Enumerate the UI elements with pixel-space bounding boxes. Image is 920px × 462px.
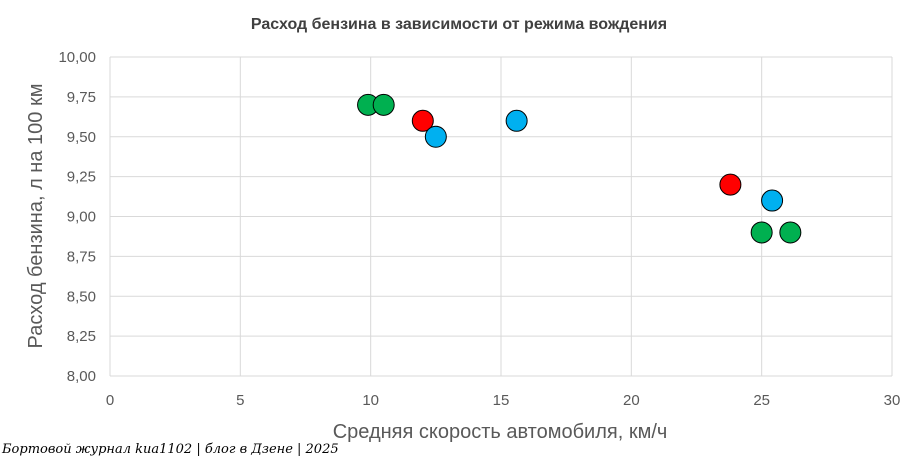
y-tick-label: 8,00 xyxy=(67,368,96,385)
data-point xyxy=(505,109,528,132)
x-tick-label: 0 xyxy=(106,392,114,409)
data-point xyxy=(424,125,447,148)
x-tick-label: 20 xyxy=(623,392,640,409)
y-tick-label: 8,50 xyxy=(67,288,96,305)
data-point xyxy=(719,173,742,196)
y-tick-label: 8,75 xyxy=(67,248,96,265)
x-tick-label: 15 xyxy=(493,392,510,409)
data-point xyxy=(411,109,434,132)
data-point xyxy=(761,189,784,212)
y-tick-label: 9,75 xyxy=(67,89,96,106)
y-tick-label: 8,25 xyxy=(67,328,96,345)
y-axis-ticks: 8,00 8,25 8,50 8,75 9,00 9,25 9,50 9,75 10,00 xyxy=(58,49,96,385)
x-tick-label: 25 xyxy=(753,392,770,409)
y-tick-label: 9,50 xyxy=(67,129,96,146)
x-tick-label: 30 xyxy=(884,392,901,409)
x-tick-label: 5 xyxy=(236,392,244,409)
data-point xyxy=(372,93,395,116)
y-tick-label: 9,25 xyxy=(67,169,96,186)
y-axis-label: Расход бензина, л на 100 км xyxy=(25,84,47,349)
watermark-text: Бортовой журнал kиа1102 | блог в Дзене |… xyxy=(2,442,339,457)
data-points xyxy=(357,93,802,244)
x-tick-label: 10 xyxy=(362,392,379,409)
x-axis-ticks: 0 5 10 15 20 25 30 xyxy=(106,392,901,409)
y-tick-label: 10,00 xyxy=(58,49,96,66)
x-axis-label: Средняя скорость автомобиля, км/ч xyxy=(333,421,668,443)
gridlines xyxy=(109,56,893,377)
y-tick-label: 9,00 xyxy=(67,209,96,226)
data-point xyxy=(750,221,773,244)
chart-title: Расход бензина в зависимости от режима в… xyxy=(251,16,667,33)
data-point xyxy=(779,221,802,244)
